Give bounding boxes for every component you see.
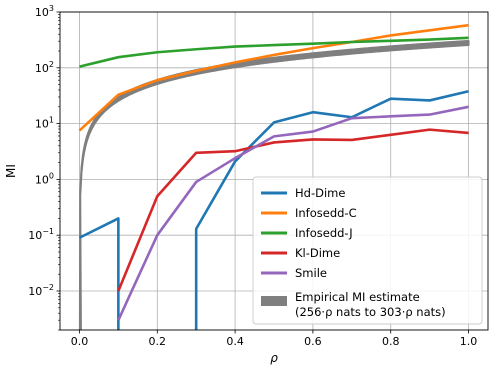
legend-label: Infosedd-J bbox=[295, 226, 353, 240]
series-line-kl-dime bbox=[117, 128, 469, 292]
legend-label-band-range: (256·ρ nats to 303·ρ nats) bbox=[295, 305, 446, 319]
axis-ticks: 0.0 0.2 0.4 0.6 0.8 1.0 10−2 10−1 100 101 102 103 bbox=[28, 4, 477, 348]
series-lines bbox=[78, 23, 470, 330]
x-tick-label: 0.6 bbox=[304, 335, 322, 348]
legend-swatch-band bbox=[261, 296, 287, 306]
legend-label: Kl-Dime bbox=[295, 246, 340, 260]
y-tick-label: 100 bbox=[35, 171, 54, 186]
legend: Hd-Dime Infosedd-C Infosedd-J Kl-Dime Smile E… bbox=[252, 176, 483, 325]
legend-label: Smile bbox=[295, 266, 327, 280]
y-tick-label: 103 bbox=[35, 4, 54, 19]
y-tick-label: 10−1 bbox=[28, 227, 54, 242]
y-axis-label: MI bbox=[4, 164, 18, 178]
legend-label-band: Empirical MI estimate bbox=[295, 290, 420, 304]
x-tick-label: 0.0 bbox=[71, 335, 89, 348]
x-tick-label: 1.0 bbox=[460, 335, 478, 348]
y-tick-label: 102 bbox=[35, 60, 54, 75]
legend-label: Infosedd-C bbox=[295, 206, 357, 220]
x-tick-label: 0.2 bbox=[149, 335, 167, 348]
y-tick-label: 101 bbox=[35, 116, 54, 131]
x-tick-label: 0.8 bbox=[382, 335, 400, 348]
series-line-infosedd-j bbox=[79, 36, 469, 68]
x-axis-label: ρ bbox=[270, 351, 278, 365]
series-line-smile bbox=[117, 105, 469, 321]
series-line-infosedd-c bbox=[78, 23, 469, 132]
x-tick-label: 0.4 bbox=[226, 335, 244, 348]
series-line-hd-dime bbox=[78, 89, 469, 330]
plot-frame bbox=[59, 11, 489, 331]
y-tick-label: 10−2 bbox=[28, 283, 54, 298]
legend-box bbox=[252, 176, 483, 325]
legend-label: Hd-Dime bbox=[295, 186, 345, 200]
